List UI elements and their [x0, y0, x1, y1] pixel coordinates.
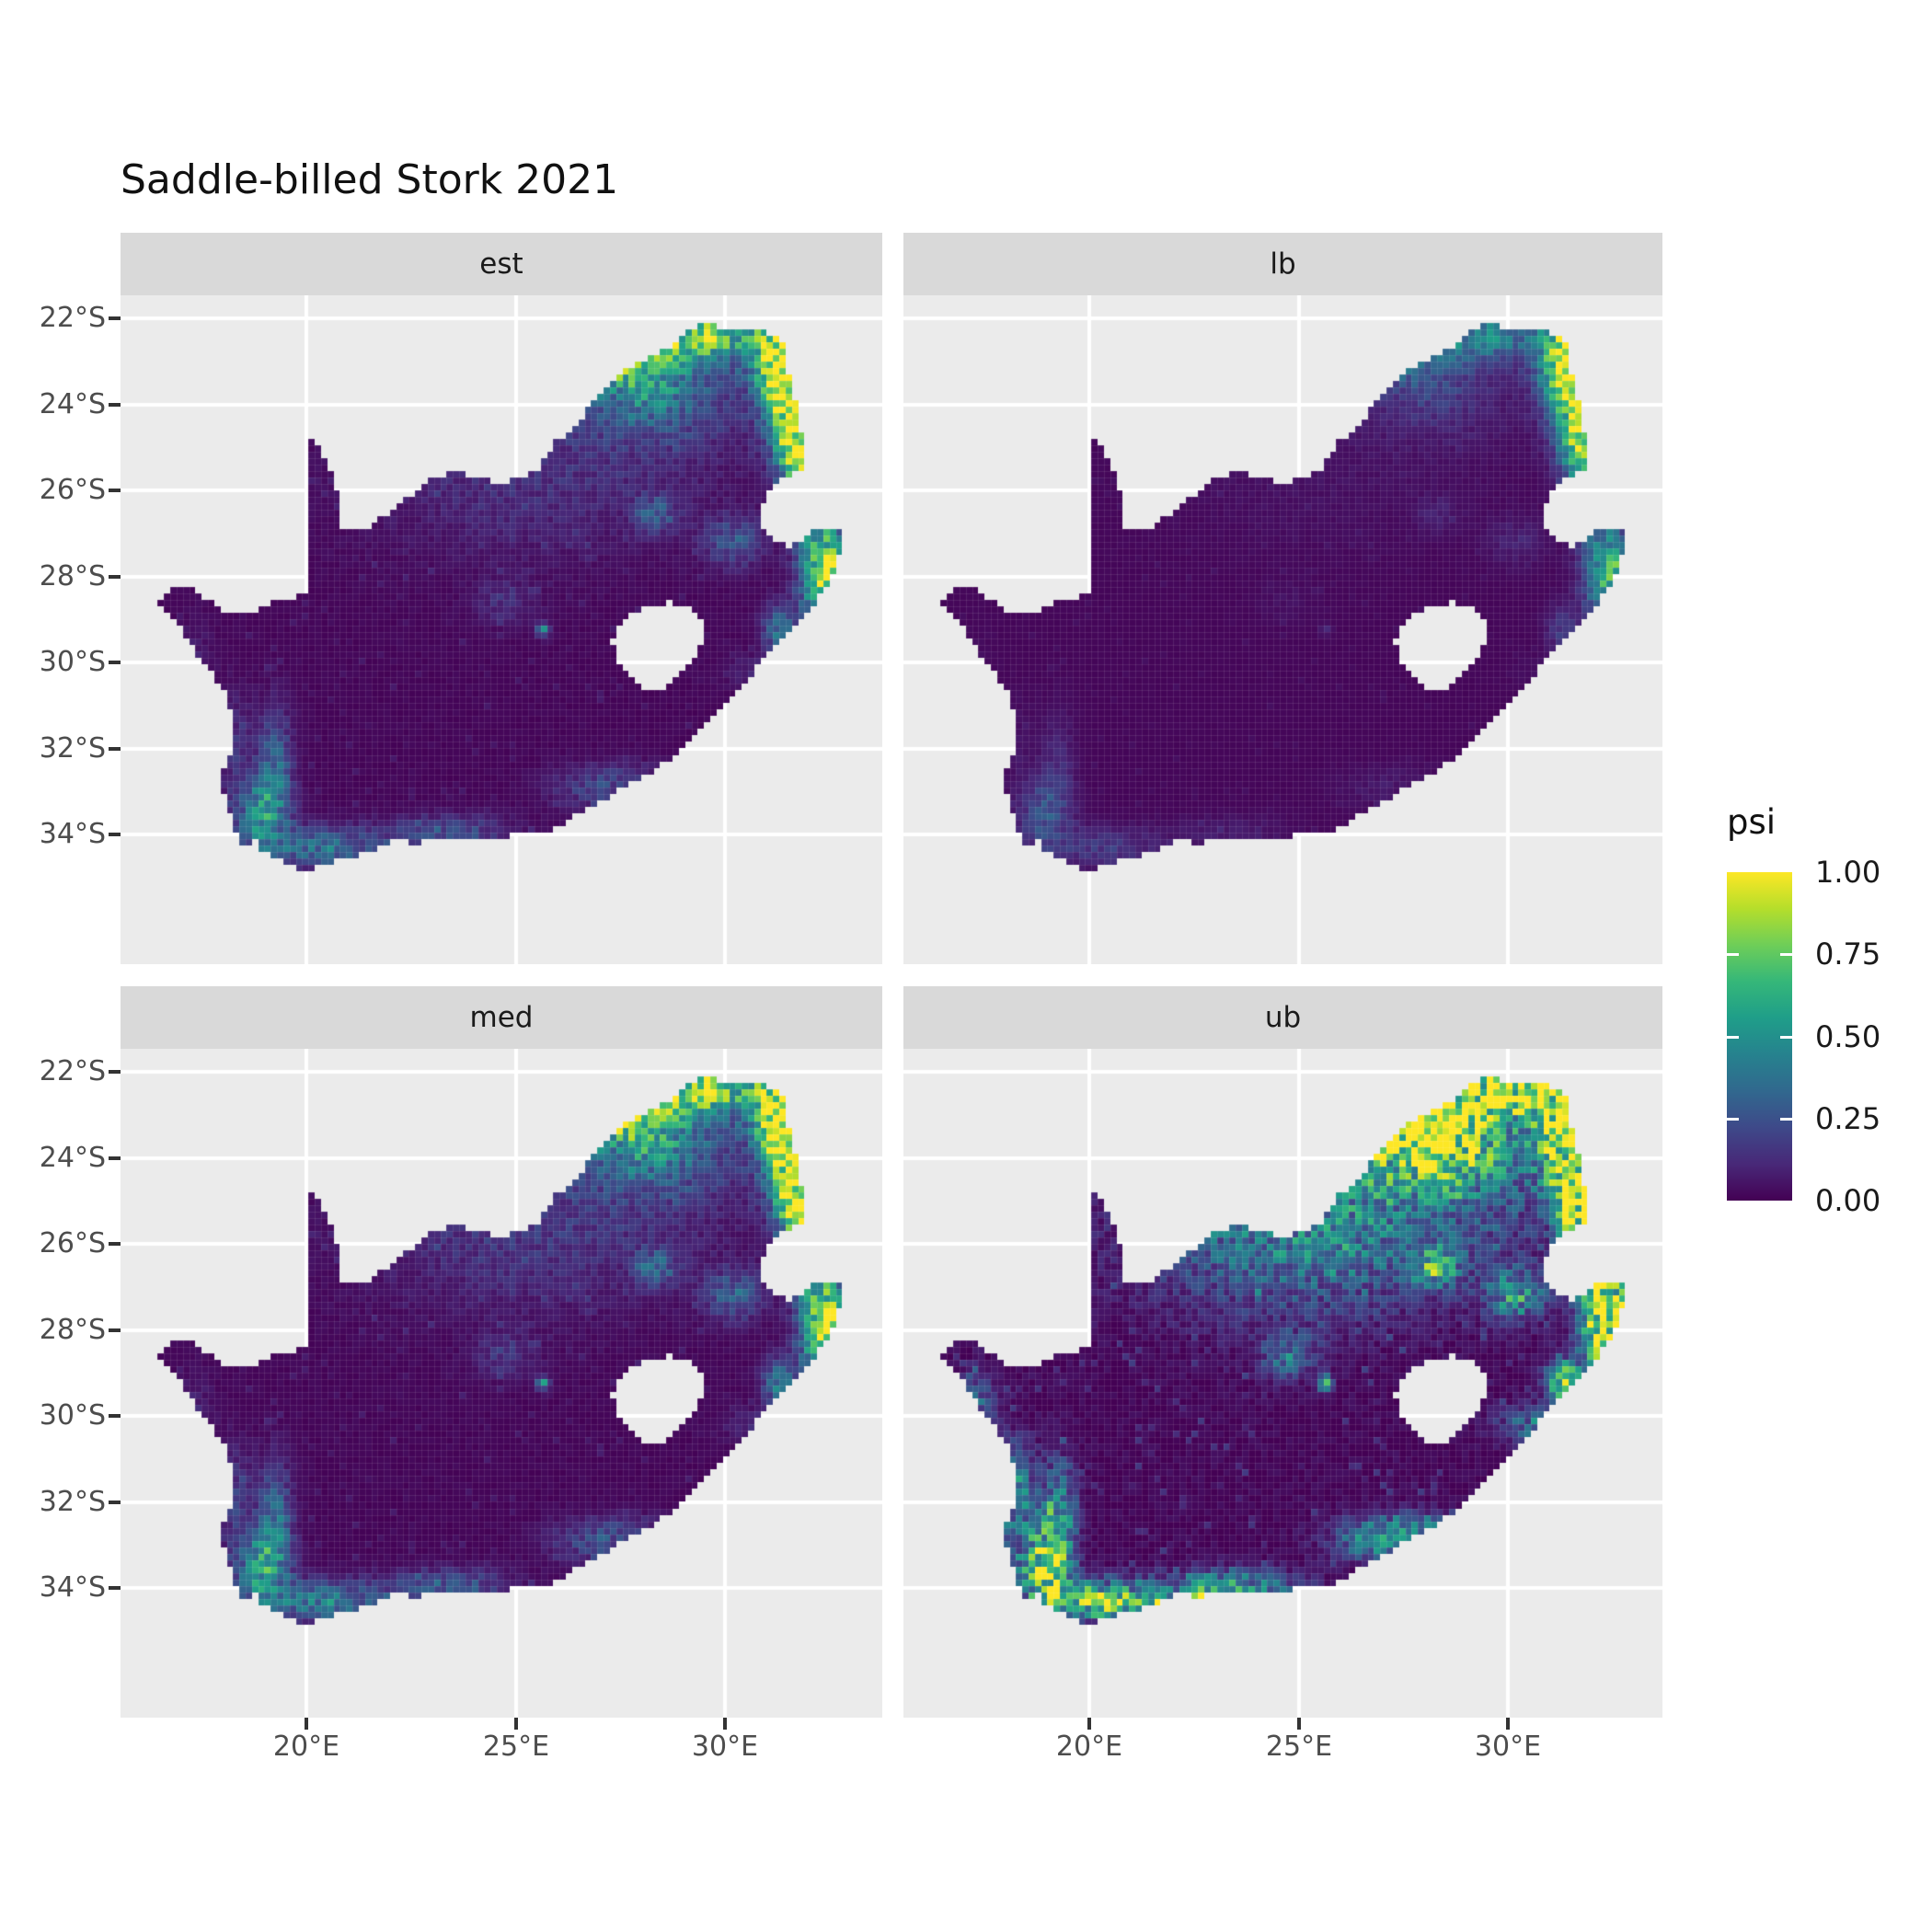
facet-strip-label-lb: lb — [1270, 247, 1296, 281]
x-tick-label: 25°E — [482, 1731, 550, 1763]
plot-title: Saddle-billed Stork 2021 — [121, 156, 619, 203]
map-canvas-ub — [903, 1049, 1662, 1718]
y-tick-mark — [109, 1070, 121, 1074]
legend-tick-mark — [1727, 1118, 1739, 1121]
map-canvas-med — [121, 1049, 882, 1718]
x-tick-mark — [514, 1718, 518, 1730]
y-tick-mark — [109, 403, 121, 407]
y-tick-mark — [109, 316, 121, 320]
y-tick-label: 34°S — [39, 1571, 106, 1604]
x-tick-label: 25°E — [1265, 1731, 1333, 1763]
legend-tick-mark — [1780, 1036, 1792, 1039]
y-tick-label: 34°S — [39, 818, 106, 850]
facet-strip-label-ub: ub — [1264, 1001, 1302, 1034]
y-tick-label: 24°S — [39, 388, 106, 420]
y-tick-mark — [109, 1586, 121, 1590]
legend-label: 1.00 — [1815, 855, 1881, 890]
x-tick-mark — [1506, 1718, 1510, 1730]
x-tick-mark — [1297, 1718, 1301, 1730]
x-tick-label: 30°E — [1474, 1731, 1542, 1763]
facet-strip-est: est — [121, 233, 882, 295]
y-tick-label: 26°S — [39, 1227, 106, 1259]
y-tick-mark — [109, 833, 121, 836]
legend-label: 0.50 — [1815, 1019, 1881, 1054]
map-panel-est — [121, 295, 882, 964]
x-tick-mark — [723, 1718, 727, 1730]
y-tick-mark — [109, 575, 121, 579]
y-tick-label: 28°S — [39, 560, 106, 592]
legend-title: psi — [1727, 802, 1777, 842]
y-tick-label: 30°S — [39, 646, 106, 678]
legend-tick-mark — [1727, 1036, 1739, 1039]
facet-strip-label-med: med — [469, 1001, 534, 1034]
facet-strip-label-est: est — [479, 247, 523, 281]
y-tick-mark — [109, 1414, 121, 1418]
map-panel-ub — [903, 1049, 1662, 1718]
facet-strip-ub: ub — [903, 986, 1662, 1049]
map-panel-med — [121, 1049, 882, 1718]
legend-tick-mark — [1727, 953, 1739, 956]
y-tick-mark — [109, 489, 121, 492]
x-tick-label: 20°E — [272, 1731, 340, 1763]
map-canvas-lb — [903, 295, 1662, 964]
y-tick-mark — [109, 747, 121, 751]
legend-label: 0.25 — [1815, 1101, 1881, 1136]
map-canvas-est — [121, 295, 882, 964]
y-tick-label: 30°S — [39, 1399, 106, 1432]
y-tick-label: 24°S — [39, 1142, 106, 1174]
y-tick-label: 32°S — [39, 1486, 106, 1518]
y-tick-label: 32°S — [39, 732, 106, 765]
x-tick-mark — [305, 1718, 308, 1730]
legend-tick-mark — [1780, 1118, 1792, 1121]
y-tick-label: 22°S — [39, 1055, 106, 1087]
facet-strip-lb: lb — [903, 233, 1662, 295]
y-tick-mark — [109, 661, 121, 664]
y-tick-mark — [109, 1501, 121, 1504]
y-tick-mark — [109, 1328, 121, 1332]
y-tick-label: 22°S — [39, 302, 106, 334]
map-panel-lb — [903, 295, 1662, 964]
y-tick-label: 28°S — [39, 1314, 106, 1346]
legend-label: 0.75 — [1815, 937, 1881, 972]
x-tick-label: 30°E — [691, 1731, 759, 1763]
legend-tick-mark — [1780, 953, 1792, 956]
legend-label: 0.00 — [1815, 1183, 1881, 1218]
x-tick-label: 20°E — [1055, 1731, 1123, 1763]
y-tick-mark — [109, 1156, 121, 1160]
y-tick-mark — [109, 1242, 121, 1246]
facet-strip-med: med — [121, 986, 882, 1049]
x-tick-mark — [1087, 1718, 1091, 1730]
y-tick-label: 26°S — [39, 474, 106, 506]
